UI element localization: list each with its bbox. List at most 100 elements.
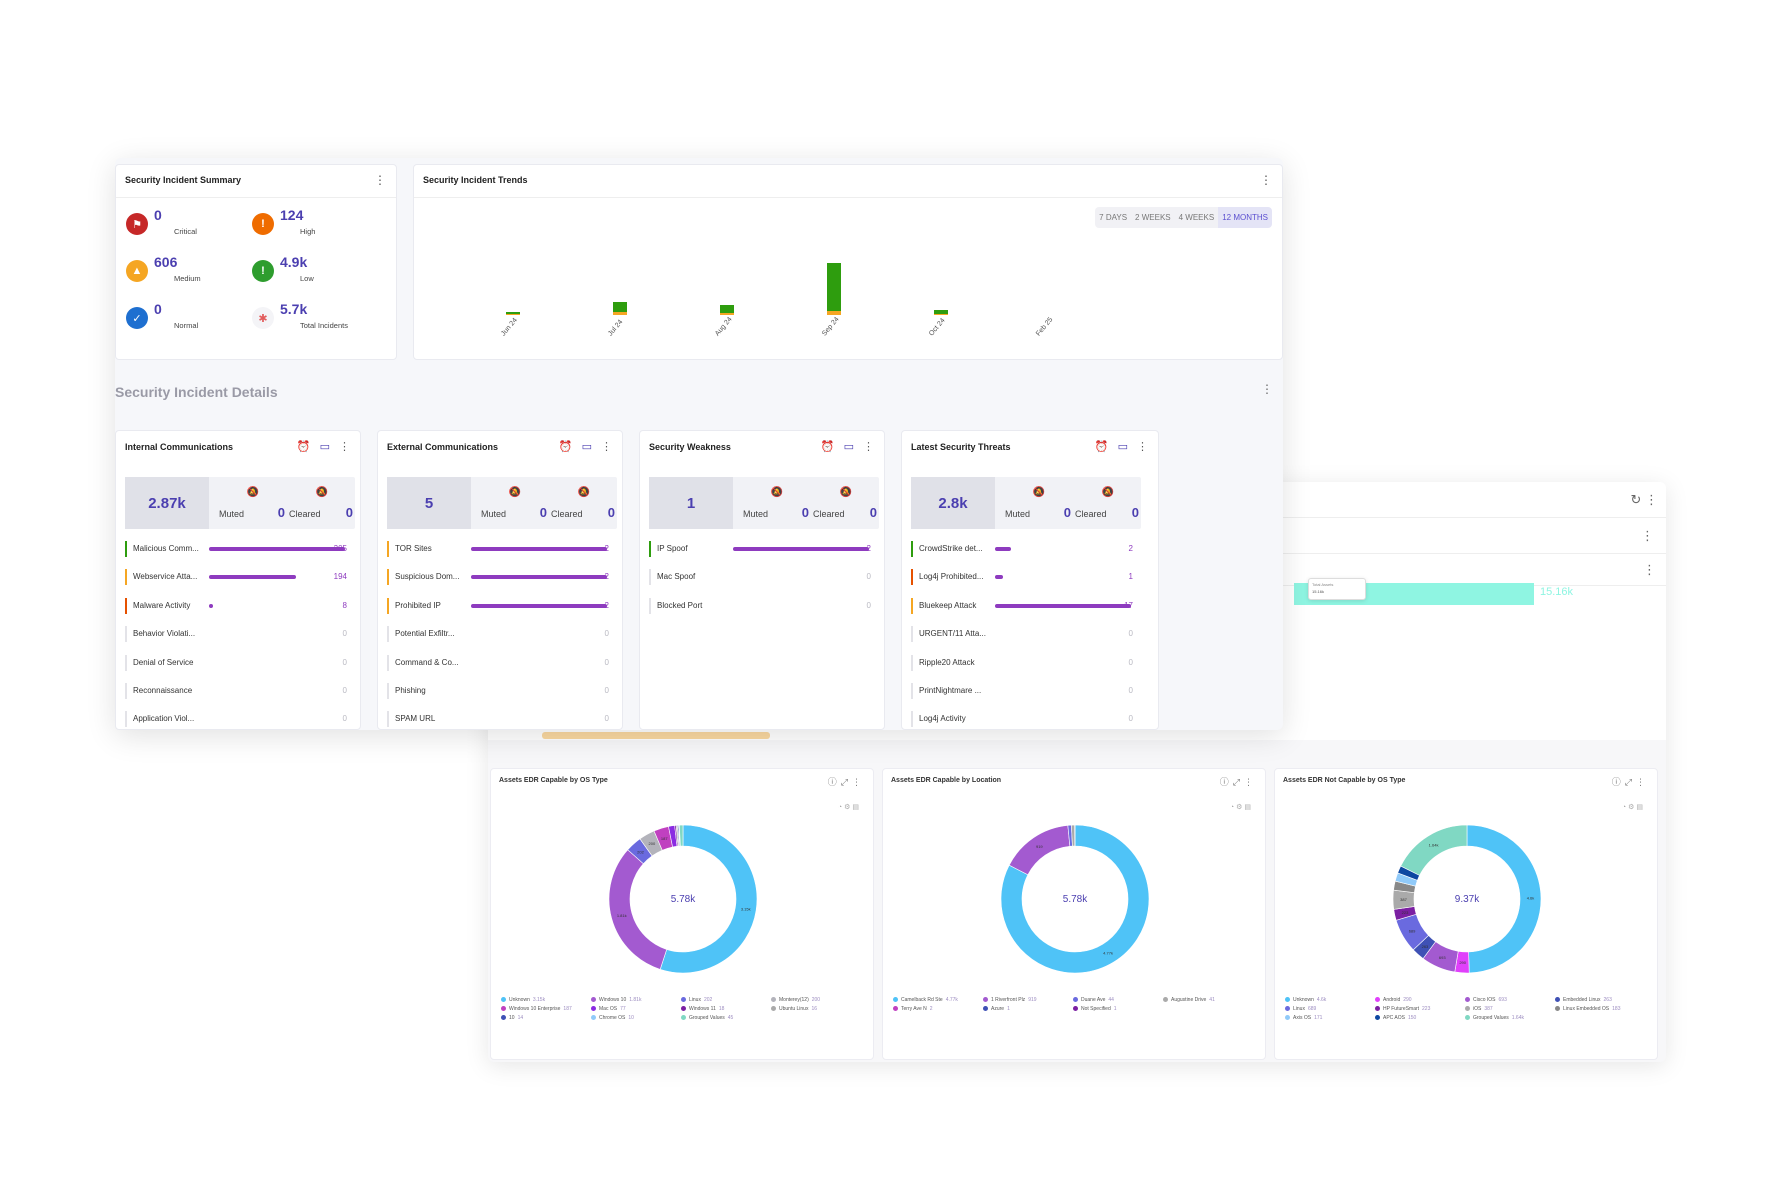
devices-icon[interactable]: ▭ [843,441,863,453]
more-menu-icon[interactable]: ⋮ [1137,441,1148,453]
expand-icon[interactable]: ⤢ [1624,777,1636,787]
muted-cell[interactable]: 🔕 Muted 0 [471,477,559,529]
incident-row[interactable]: Prohibited IP 2 [387,596,617,624]
incident-row[interactable]: CrowdStrike det... 2 [911,539,1141,567]
incident-row[interactable]: Mac Spoof 0 [649,567,879,595]
legend-item[interactable]: Mac OS 77 [591,1006,681,1012]
cleared-cell[interactable]: 🔕 Cleared 0 [1075,477,1141,529]
trend-bar-low[interactable] [506,312,520,314]
legend-item[interactable]: Camelback Rd Ste 4.77k [893,997,983,1003]
legend-item[interactable]: Linux 202 [681,997,771,1003]
incident-row[interactable]: SPAM URL 0 [387,709,617,729]
incident-row[interactable]: TOR Sites 2 [387,539,617,567]
pie-toggle-icon[interactable]: ◔ [1229,804,1237,811]
legend-item[interactable]: 1 Riverfront Plz 919 [983,997,1073,1003]
more-menu-icon[interactable]: ⋮ [1641,528,1654,543]
incident-row[interactable]: URGENT/11 Atta... 0 [911,624,1141,652]
legend-item[interactable]: Windows 10 Enterprise 187 [501,1006,591,1012]
range-option-12-months[interactable]: 12 MONTHS [1218,207,1272,228]
legend-item[interactable]: Grouped Values 45 [681,1015,771,1021]
incident-row[interactable]: Webservice Atta... 194 [125,567,355,595]
more-menu-icon[interactable]: ⋮ [863,441,874,453]
range-option-2-weeks[interactable]: 2 WEEKS [1131,207,1175,228]
trend-bar-low[interactable] [827,263,841,311]
alarm-icon[interactable]: ⏰ [1094,441,1118,453]
pie-toggle-icon[interactable]: ◔ [1621,804,1629,811]
total-count[interactable]: 1 [649,477,733,529]
settings-icon[interactable]: ⚙ [1628,804,1637,811]
incident-row[interactable]: Ripple20 Attack 0 [911,653,1141,681]
legend-item[interactable]: Android 290 [1375,997,1465,1003]
legend-item[interactable]: Unknown 3.15k [501,997,591,1003]
incident-row[interactable]: PrintNightmare ... 0 [911,681,1141,709]
donut-slice[interactable] [1001,825,1149,973]
more-menu-icon[interactable]: ⋮ [852,777,865,787]
donut-slice[interactable] [679,825,684,847]
legend-item[interactable]: iOS 387 [1465,1006,1555,1012]
alarm-icon[interactable]: ⏰ [296,441,320,453]
donut-slice[interactable] [659,825,757,973]
trend-bar-low[interactable] [613,302,627,312]
muted-cell[interactable]: 🔕 Muted 0 [733,477,821,529]
total-count[interactable]: 2.8k [911,477,995,529]
info-icon[interactable]: ⓘ [1611,777,1625,787]
legend-item[interactable]: 10 14 [501,1015,591,1021]
trend-bar-low[interactable] [720,305,734,313]
incident-row[interactable]: Malicious Comm... 305 [125,539,355,567]
devices-icon[interactable]: ▭ [581,441,601,453]
legend-item[interactable]: Ubuntu Linux 16 [771,1006,861,1012]
muted-cell[interactable]: 🔕 Muted 0 [995,477,1083,529]
legend-item[interactable]: Azure 1 [983,1006,1073,1012]
legend-item[interactable]: Embedded Linux 263 [1555,997,1645,1003]
incident-row[interactable]: Denial of Service 0 [125,653,355,681]
incident-row[interactable]: Command & Co... 0 [387,653,617,681]
donut-slice[interactable] [1400,825,1468,876]
settings-icon[interactable]: ⚙ [844,804,853,811]
legend-item[interactable]: HP FutureSmart 223 [1375,1006,1465,1012]
trend-bar-medium[interactable] [506,314,520,315]
legend-item[interactable]: Chrome OS 10 [591,1015,681,1021]
muted-cell[interactable]: 🔕 Muted 0 [209,477,297,529]
more-menu-icon[interactable]: ⋮ [601,441,612,453]
alarm-icon[interactable]: ⏰ [558,441,582,453]
trend-bar-medium[interactable] [613,312,627,315]
info-icon[interactable]: ⓘ [827,777,841,787]
legend-item[interactable]: Unknown 4.6k [1285,997,1375,1003]
legend-item[interactable]: Windows 10 1.81k [591,997,681,1003]
legend-item[interactable]: Cisco IOS 693 [1465,997,1555,1003]
incident-row[interactable]: Log4j Activity 0 [911,709,1141,729]
cleared-cell[interactable]: 🔕 Cleared 0 [813,477,879,529]
export-icon[interactable]: ▤ [852,804,861,811]
alarm-icon[interactable]: ⏰ [820,441,844,453]
donut-chart[interactable]: 4.6k 290 693 263 689 223 387 1.64k [1393,825,1541,973]
legend-item[interactable]: Windows 11 18 [681,1006,771,1012]
incident-row[interactable]: Behavior Violati... 0 [125,624,355,652]
total-count[interactable]: 5 [387,477,471,529]
devices-icon[interactable]: ▭ [319,441,339,453]
more-menu-icon[interactable]: ⋮ [1643,562,1656,577]
total-count[interactable]: 2.87k [125,477,209,529]
incident-row[interactable]: Bluekeep Attack 17 [911,596,1141,624]
legend-item[interactable]: Augustine Drive 41 [1163,997,1253,1003]
incident-row[interactable]: Blocked Port 0 [649,596,879,624]
more-menu-icon[interactable]: ⋮ [1636,777,1649,787]
range-option-7-days[interactable]: 7 DAYS [1095,207,1132,228]
more-menu-icon[interactable]: ⋮ [1260,173,1272,187]
legend-item[interactable]: Monterey(12) 200 [771,997,861,1003]
legend-item[interactable]: Grouped Values 1.64k [1465,1015,1555,1021]
incident-row[interactable]: Phishing 0 [387,681,617,709]
incident-row[interactable]: Log4j Prohibited... 1 [911,567,1141,595]
more-menu-icon[interactable]: ⋮ [374,173,386,187]
legend-item[interactable]: Not Specified 1 [1073,1006,1163,1012]
refresh-icon[interactable]: ↻ ⋮ [1630,492,1658,507]
incident-row[interactable]: Application Viol... 0 [125,709,355,729]
trend-bar-medium[interactable] [827,311,841,315]
more-menu-icon[interactable]: ⋮ [1261,382,1273,396]
info-icon[interactable]: ⓘ [1219,777,1233,787]
incident-row[interactable]: IP Spoof 2 [649,539,879,567]
incident-row[interactable]: Suspicious Dom... 2 [387,567,617,595]
expand-icon[interactable]: ⤢ [1232,777,1244,787]
settings-icon[interactable]: ⚙ [1236,804,1245,811]
incident-row[interactable]: Potential Exfiltr... 0 [387,624,617,652]
